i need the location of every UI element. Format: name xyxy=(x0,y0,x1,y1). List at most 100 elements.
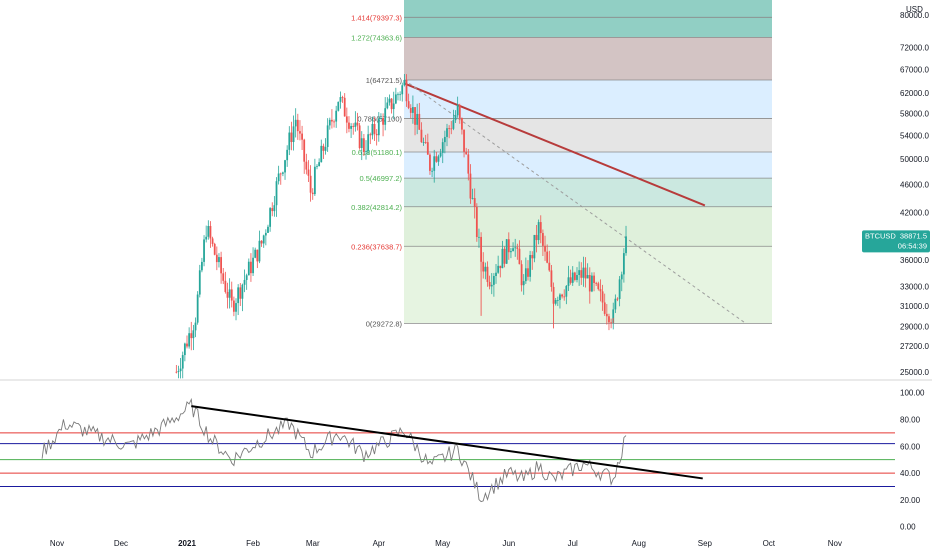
candle xyxy=(303,138,306,174)
fib-retracement[interactable]: 1.414(79397.3) 1.272(74363.6) 1(64721.5) 0.… xyxy=(351,0,895,328)
candle xyxy=(177,365,180,379)
candle xyxy=(311,188,314,200)
fib-label-1.272: 1.272(74363.6) xyxy=(351,33,402,42)
candle xyxy=(550,265,553,292)
candle xyxy=(409,104,412,119)
candle xyxy=(352,123,355,135)
candle xyxy=(375,129,378,146)
fib-band-0.236 xyxy=(404,246,772,324)
candle xyxy=(360,131,363,161)
rsi-trendline[interactable] xyxy=(191,405,703,480)
candle-body xyxy=(183,343,186,356)
price-trendlines[interactable] xyxy=(404,79,746,324)
time-axis-label: May xyxy=(435,539,450,548)
time-axis-label: Feb xyxy=(246,539,260,548)
candle xyxy=(218,253,220,268)
fib-band-1.414 xyxy=(404,0,772,38)
candle-body xyxy=(196,294,199,323)
candle xyxy=(535,224,538,253)
candle xyxy=(222,267,225,285)
candle-body xyxy=(343,97,346,117)
candle xyxy=(601,284,604,311)
candle xyxy=(269,207,272,232)
fib-label-0.786: 0.786(57100) xyxy=(357,114,402,123)
candle-body xyxy=(311,192,314,195)
candle-body xyxy=(616,298,619,300)
candle xyxy=(412,95,414,124)
candle-body xyxy=(601,291,604,303)
candle-body xyxy=(467,154,470,174)
candle-body xyxy=(465,151,468,155)
candle-body xyxy=(228,289,231,298)
candle xyxy=(373,117,376,141)
candle xyxy=(505,239,508,265)
candle-body xyxy=(405,79,408,102)
price-trendline[interactable] xyxy=(404,82,706,207)
candle xyxy=(316,164,318,170)
candle xyxy=(288,126,291,156)
candle xyxy=(461,117,463,135)
candle-body xyxy=(527,268,529,277)
price-axis-label: 25000.0 xyxy=(900,368,929,377)
candle xyxy=(209,221,212,248)
candle-body xyxy=(205,236,208,240)
candle-body xyxy=(454,115,457,121)
candle xyxy=(420,122,423,143)
fib-band-0.5 xyxy=(404,178,772,207)
candle-body xyxy=(550,270,553,287)
fib-band-0.618 xyxy=(404,152,772,179)
candle xyxy=(224,271,227,294)
candles xyxy=(175,74,627,379)
candle-body xyxy=(335,110,338,122)
candle-body xyxy=(597,283,600,290)
candle-body xyxy=(542,233,544,246)
candle xyxy=(616,297,619,302)
candle xyxy=(258,230,261,264)
candle-body xyxy=(578,270,581,276)
candle-body xyxy=(546,251,549,263)
candle-body xyxy=(605,313,608,317)
candle-body xyxy=(503,248,506,264)
time-axis-label: Apr xyxy=(373,539,386,548)
candle xyxy=(576,267,578,283)
candle xyxy=(328,117,331,130)
price-axis-label: 33000.0 xyxy=(900,283,929,292)
candle xyxy=(471,188,474,200)
candle xyxy=(275,177,278,217)
candle xyxy=(392,91,395,120)
candle xyxy=(620,271,623,292)
price-axis-label: 31000.0 xyxy=(900,302,929,311)
candle xyxy=(405,74,408,107)
candle xyxy=(507,232,510,260)
candle-body xyxy=(235,303,237,312)
candle-body xyxy=(369,134,372,136)
dashed-projection[interactable] xyxy=(404,79,746,324)
candle xyxy=(465,147,468,155)
candle xyxy=(612,302,615,330)
candle-body xyxy=(188,333,191,347)
candle-body xyxy=(446,128,448,137)
candle xyxy=(527,260,529,281)
candle-body xyxy=(422,142,425,143)
candle-body xyxy=(571,272,574,283)
candle xyxy=(356,112,359,131)
candle-body xyxy=(320,145,323,163)
candle-body xyxy=(480,236,482,262)
candle xyxy=(484,262,487,280)
candle-body xyxy=(518,248,521,265)
price-axis-label: 36000.0 xyxy=(900,256,929,265)
candle xyxy=(618,276,621,307)
rsi-axis-label: 60.00 xyxy=(900,442,921,451)
candle-body xyxy=(232,300,235,312)
candle xyxy=(499,265,502,278)
candle-body xyxy=(286,149,289,161)
candle xyxy=(625,225,627,256)
candle xyxy=(190,321,193,351)
time-axis-label: 2021 xyxy=(178,539,196,548)
candle-body xyxy=(279,173,282,175)
rsi-axis-label: 0.00 xyxy=(900,523,916,532)
candle xyxy=(582,256,585,287)
candle-body xyxy=(533,234,536,259)
